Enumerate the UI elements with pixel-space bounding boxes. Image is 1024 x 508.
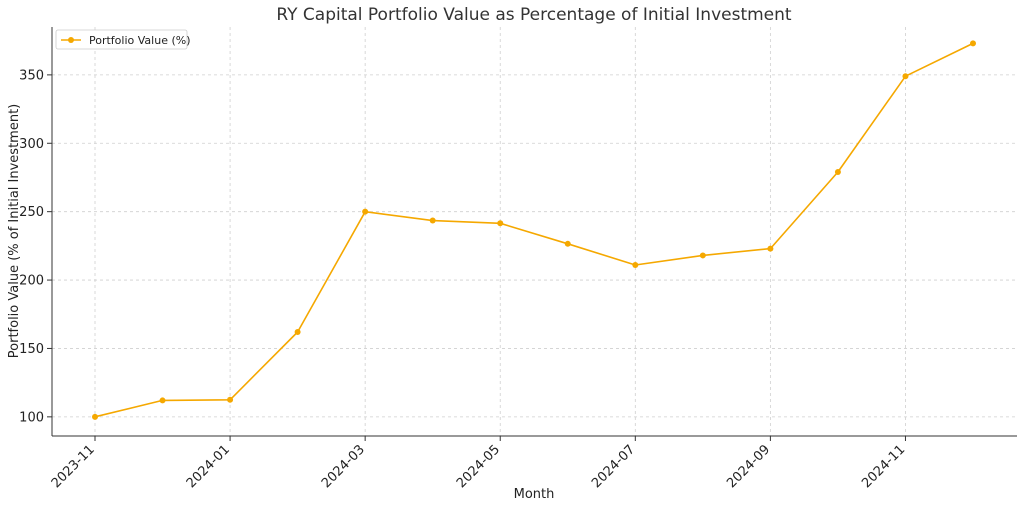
x-tick-label: 2024-11 [859,442,908,491]
x-tick-label: 2024-01 [184,442,233,491]
legend-label: Portfolio Value (%) [89,34,191,47]
x-tick-label: 2024-03 [319,442,368,491]
y-tick-label: 350 [19,68,44,83]
data-point [362,208,369,215]
legend: Portfolio Value (%) [55,29,191,50]
data-point [699,252,706,259]
data-point [970,40,976,47]
x-tick-label: 2023-11 [49,442,98,491]
data-point [767,245,774,252]
axes [51,27,1017,437]
x-ticks: 2023-11 2024-01 2024-03 2024-05 2024-07 2024-… [49,436,908,491]
y-tick-label: 150 [19,342,44,357]
legend-box [55,29,188,50]
data-point [564,240,571,247]
x-axis-label: Month [514,487,555,502]
chart-title: RY Capital Portfolio Value as Percentage… [276,5,792,25]
data-point [429,217,436,224]
legend-marker-swatch [68,37,74,43]
y-tick-label: 100 [19,410,44,425]
data-point [497,220,504,227]
series-line [94,42,974,418]
y-axis-label: Portfolio Value (% of Initial Investment… [7,104,22,358]
y-tick-label: 250 [19,205,44,220]
series [92,40,976,420]
y-tick-label: 200 [19,274,44,289]
x-tick-label: 2024-09 [724,442,773,491]
data-point [294,329,301,336]
y-ticks: 100 150 200 250 300 350 [19,68,52,425]
data-point [227,396,234,403]
y-tick-label: 300 [19,137,44,152]
x-tick-label: 2024-07 [589,442,638,491]
x-tick-label: 2024-05 [454,442,503,491]
data-point [632,262,639,269]
data-point [159,397,166,404]
data-point [902,73,909,80]
grid-lines [52,27,1017,436]
data-point [834,168,841,175]
data-point [92,413,98,420]
